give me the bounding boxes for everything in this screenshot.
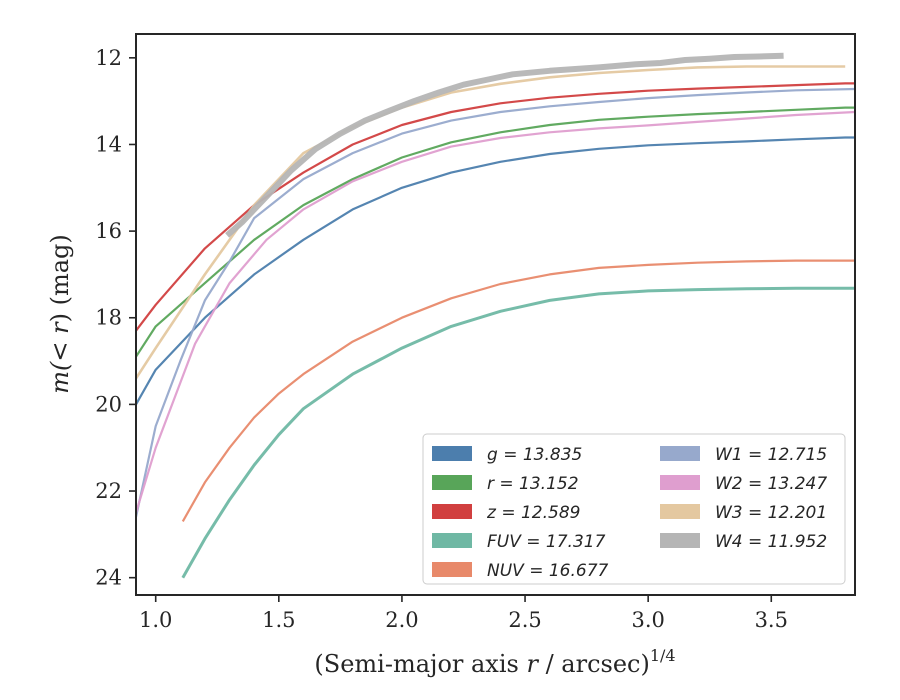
- y-axis: 12 14 16 18 20 22 24: [95, 46, 136, 590]
- y-tick-label: 20: [95, 392, 122, 416]
- x-axis: 1.0 1.5 2.0 2.5 3.0 3.5: [139, 595, 788, 632]
- legend-swatch: [432, 533, 472, 548]
- legend-label: W2 = 13.247: [715, 474, 827, 494]
- series-line-4: [181, 259, 855, 522]
- series-line-7: [134, 65, 846, 380]
- legend-label: z = 12.589: [486, 503, 580, 523]
- legend-swatch: [432, 562, 472, 577]
- series-line-1: [135, 106, 855, 358]
- legend-swatch: [432, 504, 472, 519]
- y-tick-label: 12: [95, 46, 122, 70]
- legend: g = 13.835 r = 13.152 z = 12.589 FUV = 17.3…: [422, 433, 846, 585]
- x-tick-label: 1.0: [139, 608, 172, 632]
- y-axis-label: m(< r) (mag): [46, 234, 74, 394]
- x-axis-label: (Semi-major axis r / arcsec)1/4: [314, 646, 675, 678]
- series-line-0: [135, 136, 855, 405]
- legend-swatch: [660, 533, 700, 548]
- series-line-8: [225, 52, 784, 238]
- legend-label: r = 13.152: [487, 474, 579, 494]
- legend-swatch: [432, 446, 472, 461]
- y-tick-label: 24: [95, 566, 122, 590]
- legend-swatch: [660, 475, 700, 490]
- x-tick-label: 3.0: [631, 608, 664, 632]
- legend-label: NUV = 16.677: [487, 561, 609, 581]
- legend-label: W4 = 11.952: [715, 532, 827, 552]
- series-line-6: [134, 110, 856, 514]
- y-tick-label: 18: [95, 306, 122, 330]
- series-line-3: [181, 286, 855, 579]
- legend-label: W1 = 12.715: [715, 445, 827, 465]
- legend-items: g = 13.835 r = 13.152 z = 12.589 FUV = 17.3…: [432, 445, 827, 581]
- y-tick-label: 16: [95, 219, 122, 243]
- series-layer: [134, 52, 856, 579]
- legend-label: FUV = 17.317: [487, 532, 606, 552]
- series-line-5: [134, 87, 856, 518]
- legend-label: g = 13.835: [487, 445, 582, 465]
- legend-swatch: [660, 446, 700, 461]
- legend-box: [422, 433, 846, 585]
- legend-label: W3 = 12.201: [715, 503, 827, 523]
- x-tick-label: 2.0: [385, 608, 418, 632]
- legend-swatch: [660, 504, 700, 519]
- y-tick-label: 14: [95, 132, 122, 156]
- y-tick-label: 22: [95, 479, 122, 503]
- series-line-2: [135, 82, 855, 332]
- x-tick-label: 1.5: [262, 608, 295, 632]
- x-tick-label: 2.5: [508, 608, 541, 632]
- plot-frame: [135, 33, 856, 596]
- x-tick-label: 3.5: [755, 608, 788, 632]
- legend-swatch: [432, 475, 472, 490]
